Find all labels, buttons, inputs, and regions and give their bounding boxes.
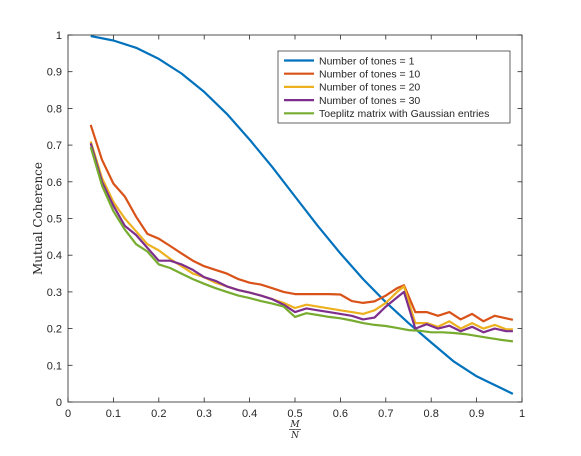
- legend-label-1: Number of tones = 1: [319, 55, 415, 67]
- x-tick-label: 1: [519, 408, 525, 420]
- series-line-2: [89, 124, 514, 323]
- legend-label-3: Number of tones = 20: [319, 82, 420, 94]
- x-tick-label: 0.1: [106, 408, 121, 420]
- x-tick-label: 0.2: [151, 408, 166, 420]
- series-line-4: [89, 142, 513, 334]
- x-tick-label: 0.8: [424, 408, 439, 420]
- y-tick-label: 0.6: [47, 177, 62, 189]
- legend-label-2: Number of tones = 10: [319, 69, 420, 81]
- y-tick-label: 0.7: [47, 140, 62, 152]
- y-tick-label: 0.3: [47, 287, 62, 299]
- y-tick-label: 0.2: [47, 324, 62, 336]
- x-tick-label: 0: [65, 408, 71, 420]
- y-tick-label: 0: [56, 397, 62, 409]
- legend-label-5: Toeplitz matrix with Gaussian entries: [319, 108, 489, 120]
- ticks-layer: 0 0.1 0.2 0.3 0.4 0.5 0.6 0.7 0.8 0.9 1 0 0.1 0.2 0.3 0…: [47, 30, 525, 420]
- x-tick-label: 0.9: [469, 408, 484, 420]
- legend-label-4: Number of tones = 30: [319, 95, 420, 107]
- y-axis-label: Mutual Coherence: [31, 162, 45, 275]
- x-tick-label: 0.6: [333, 408, 348, 420]
- y-tick-label: 0.9: [47, 67, 62, 79]
- series-line-5: [89, 146, 514, 343]
- legend-box: [277, 50, 511, 124]
- labels-layer: Mutual Coherence M N: [31, 162, 301, 441]
- y-tick-label: 0.1: [47, 360, 62, 372]
- x-axis-label-numerator: M: [289, 420, 300, 430]
- y-tick-label: 1: [56, 30, 62, 42]
- x-tick-label: 0.4: [242, 408, 257, 420]
- series-line-3: [89, 141, 513, 331]
- x-tick-label: 0.5: [287, 408, 302, 420]
- y-tick-label: 0.4: [47, 250, 62, 262]
- series-layer: [89, 35, 514, 395]
- y-tick-label: 0.5: [47, 214, 62, 226]
- x-tick-label: 0.3: [197, 408, 212, 420]
- x-axis-label-denominator: N: [290, 431, 300, 441]
- x-tick-label: 0.7: [378, 408, 393, 420]
- y-tick-label: 0.8: [47, 103, 62, 115]
- series-line-1: [90, 35, 514, 395]
